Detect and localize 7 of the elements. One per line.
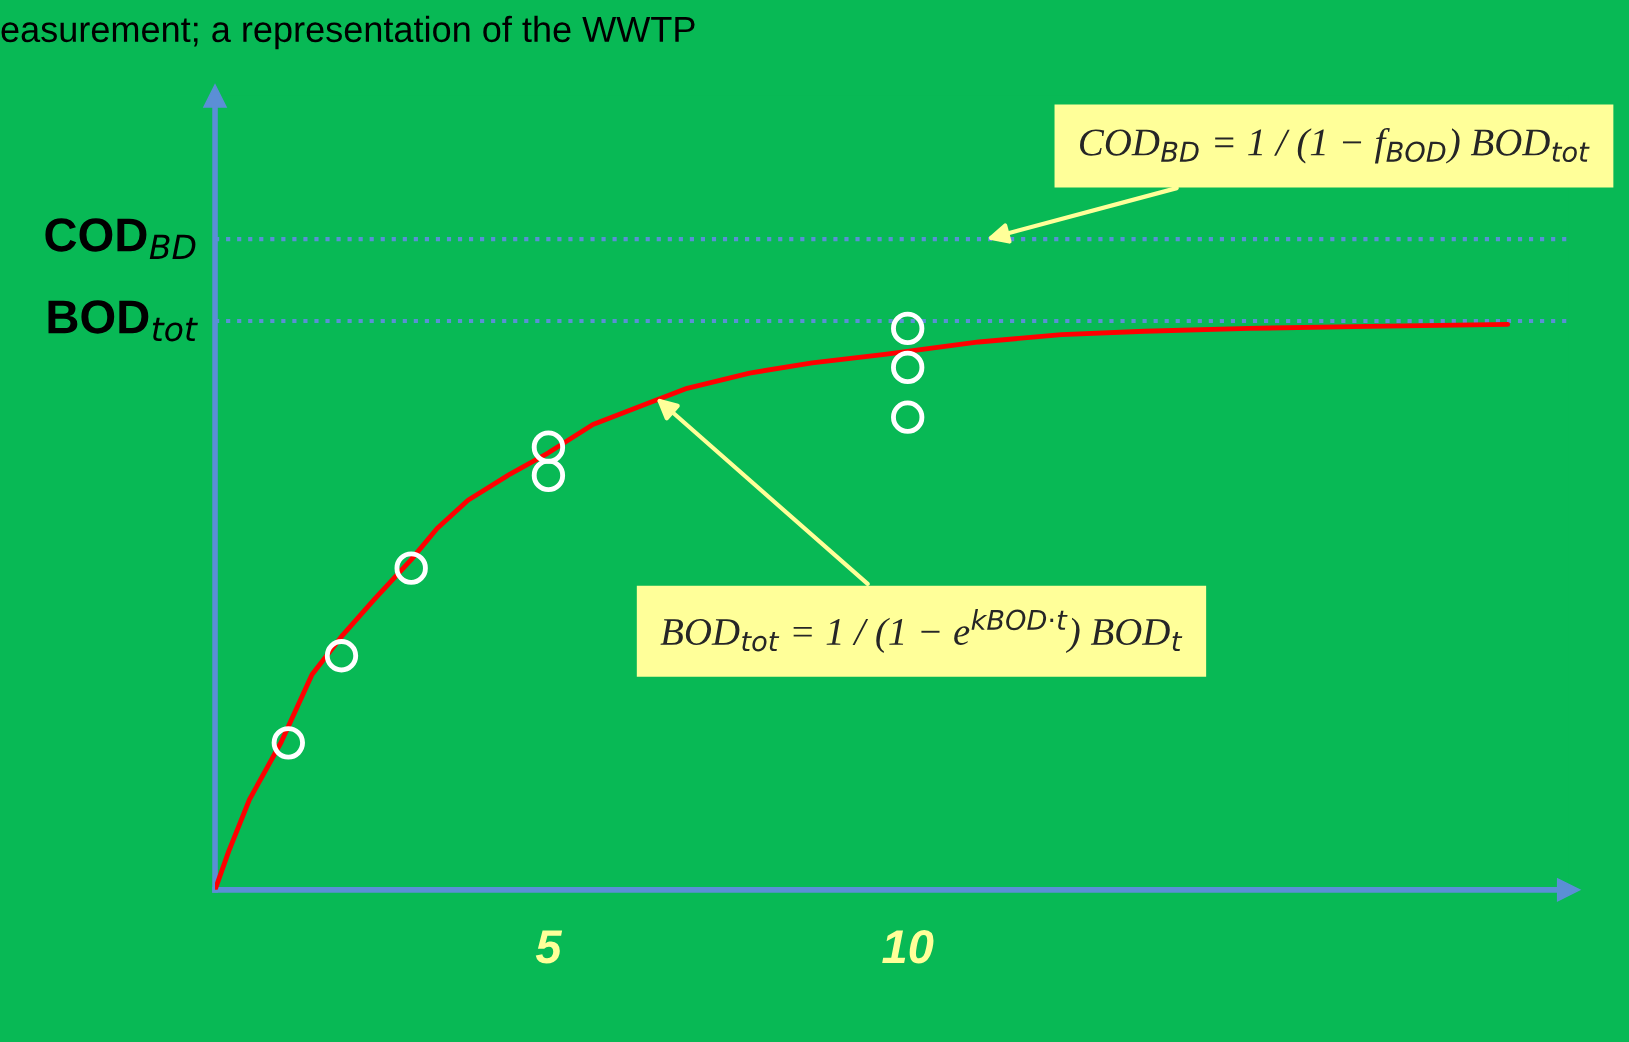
x-tick-label: 5 (535, 930, 563, 964)
ref-line-label: BOD$_{tot}$ (48, 300, 198, 342)
ref-line-label: COD$_{BD}$ (45, 218, 196, 259)
annotation: BOD$_{tot}$ = 1 / (1 − e$^{kBOD·t}$) BOD$_{t}$ (660, 609, 1183, 653)
x-tick-label: 10 (882, 930, 934, 964)
annotation: COD$_{BD}$ = 1 / (1 − f$_{BOD}$) BOD$_{tot}$ (1080, 127, 1590, 164)
chart-title: easurement; a representation of the WWTP (1, 15, 695, 50)
